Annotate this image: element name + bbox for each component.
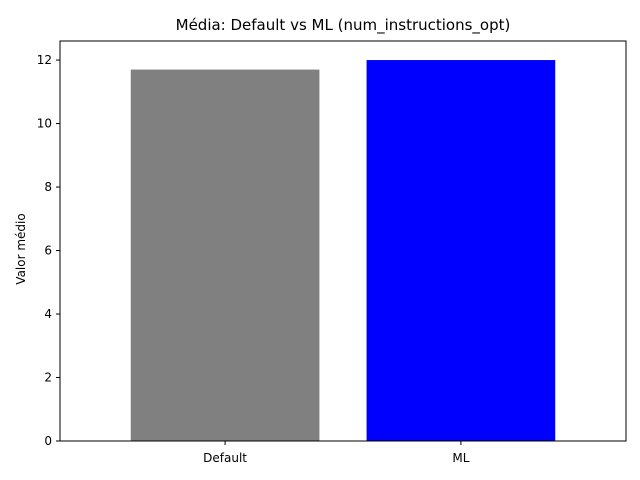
plot-frame — [59, 40, 627, 442]
y-axis-label: Valor médio — [14, 213, 28, 284]
y-tick-label: 0 — [44, 434, 52, 448]
y-tick-label: 4 — [44, 307, 52, 321]
bar-ml — [366, 60, 556, 442]
x-tick-label: Default — [203, 451, 247, 465]
y-tick-label: 10 — [37, 117, 52, 131]
y-tick-label: 6 — [44, 244, 52, 258]
y-tick-label: 12 — [37, 53, 52, 67]
y-tick-label: 2 — [44, 371, 52, 385]
y-tick-label: 8 — [44, 180, 52, 194]
plot-area: 0 2 4 6 8 10 12 Default ML — [37, 40, 627, 465]
chart-title: Média: Default vs ML (num_instructions_o… — [176, 16, 511, 35]
x-tick-label: ML — [452, 451, 469, 465]
bar-default — [130, 69, 320, 442]
